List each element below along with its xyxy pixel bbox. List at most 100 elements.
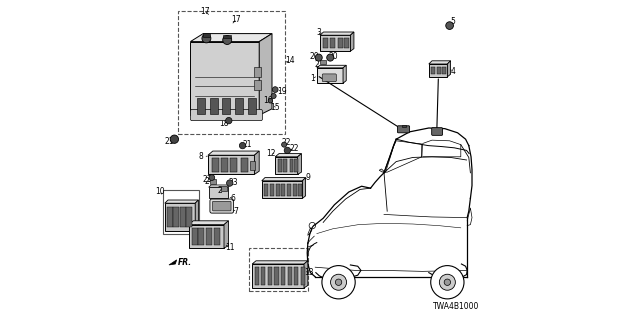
Polygon shape [195,200,198,231]
Bar [202,33,210,37]
Bar [330,38,335,48]
Bar [221,158,228,172]
Bar [281,267,285,285]
Polygon shape [262,181,302,198]
Text: 2: 2 [205,177,210,186]
Bar [323,38,328,48]
Text: 22: 22 [282,138,291,147]
Polygon shape [262,178,306,181]
Bar [287,267,292,285]
Bar [180,207,186,227]
Text: 18: 18 [220,119,228,128]
Polygon shape [320,35,351,51]
Bar [206,228,212,245]
FancyBboxPatch shape [212,201,231,211]
Text: TWA4B1000: TWA4B1000 [433,302,479,311]
Text: 4: 4 [451,67,455,76]
Circle shape [284,147,291,154]
Circle shape [170,135,179,143]
Bar [276,184,280,196]
Text: 9: 9 [305,173,310,182]
Text: 19: 19 [276,87,287,96]
Circle shape [223,36,232,44]
Bar [212,158,219,172]
Bar [298,184,303,196]
Polygon shape [208,151,259,155]
Text: 2: 2 [314,60,319,68]
Circle shape [446,22,453,29]
Bar [261,267,266,285]
Polygon shape [351,32,354,51]
Bar [210,98,218,114]
Text: FR.: FR. [178,258,193,267]
Polygon shape [252,261,308,264]
Polygon shape [275,154,301,157]
Polygon shape [209,187,228,198]
Bar [214,228,220,245]
Bar [437,67,440,74]
Bar [248,98,256,114]
FancyBboxPatch shape [432,128,443,135]
Text: 20: 20 [328,52,339,61]
Bar [282,184,285,196]
Bar [197,98,205,114]
Text: 7: 7 [234,207,239,216]
Polygon shape [298,154,301,174]
Polygon shape [343,65,346,83]
Text: 12: 12 [267,149,276,158]
Bar [241,158,248,172]
Text: 8: 8 [198,152,207,161]
Bar [236,98,243,114]
Polygon shape [317,68,343,83]
Text: 20: 20 [309,52,319,61]
Circle shape [440,274,456,290]
Bar [344,38,349,48]
Polygon shape [169,260,177,265]
Bar [250,161,255,170]
Polygon shape [165,203,195,231]
Polygon shape [165,200,198,203]
Polygon shape [304,261,308,288]
Circle shape [331,274,347,290]
Polygon shape [317,65,346,68]
Text: 2: 2 [218,186,223,195]
Bar [192,228,198,245]
Bar [167,207,173,227]
Circle shape [268,99,273,103]
Polygon shape [429,64,447,77]
Bar [264,184,269,196]
Bar [254,67,261,77]
Polygon shape [275,157,298,174]
Polygon shape [189,221,228,225]
Bar [442,67,446,74]
Circle shape [202,34,211,43]
Polygon shape [252,264,304,288]
Bar [402,125,406,127]
FancyBboxPatch shape [323,74,337,82]
Text: 11: 11 [225,243,234,252]
Bar [255,267,259,285]
Polygon shape [380,169,384,172]
Text: 13: 13 [305,268,314,277]
Text: 15: 15 [270,103,280,112]
Text: 5: 5 [451,17,456,26]
Text: 10: 10 [155,188,165,196]
Polygon shape [191,42,259,115]
Bar [198,228,204,245]
Bar [338,38,343,48]
Bar [186,207,192,227]
Bar [223,98,230,114]
Polygon shape [209,185,230,187]
Text: 23: 23 [228,178,239,187]
Circle shape [271,93,276,99]
Circle shape [209,175,215,180]
Circle shape [327,54,334,61]
FancyBboxPatch shape [191,109,262,121]
Text: 1: 1 [310,74,316,83]
FancyBboxPatch shape [210,199,234,213]
Bar [287,184,291,196]
Circle shape [227,180,233,186]
Bar [254,80,261,90]
Circle shape [444,279,451,285]
Text: 21: 21 [164,137,173,146]
